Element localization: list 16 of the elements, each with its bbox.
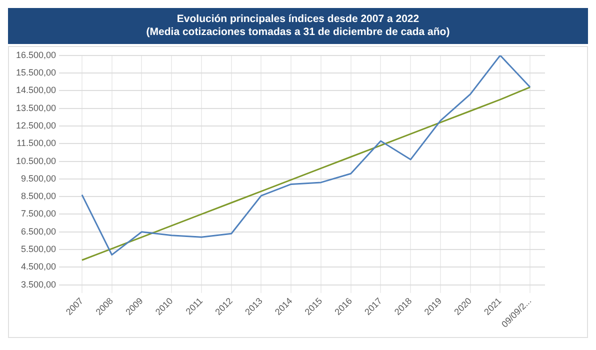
y-tick-label: 7.500,00 <box>20 208 56 219</box>
chart-title: Evolución principales índices desde 2007 a 2022 <box>176 13 420 26</box>
y-tick-label: 16.500,00 <box>16 50 56 60</box>
y-tick-label: 6.500,00 <box>20 226 56 236</box>
y-tick-label: 13.500,00 <box>16 102 56 113</box>
y-tick-label: 15.500,00 <box>16 68 56 78</box>
chart-subtitle: (Media cotizaciones tomadas a 31 de diciembre de cada año) <box>145 26 451 39</box>
y-tick-label: 12.500,00 <box>16 120 56 130</box>
y-tick-label: 11.500,00 <box>16 138 56 148</box>
y-tick-label: 14.500,00 <box>16 85 56 96</box>
y-tick-label: 9.500,00 <box>20 173 56 184</box>
y-tick-label: 5.500,00 <box>20 244 56 254</box>
y-tick-label: 8.500,00 <box>20 191 56 202</box>
y-tick-label: 10.500,00 <box>16 156 56 166</box>
y-tick-label: 3.500,00 <box>20 279 56 290</box>
y-tick-label: 4.500,00 <box>20 262 56 272</box>
